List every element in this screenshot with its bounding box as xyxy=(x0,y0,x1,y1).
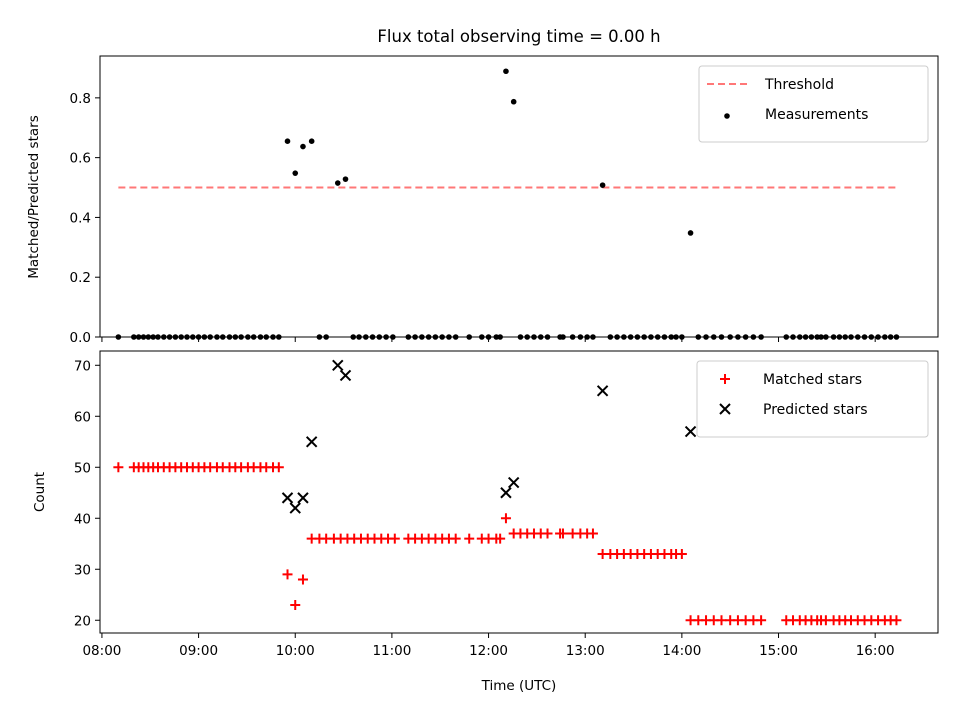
data-point xyxy=(464,533,475,544)
data-point xyxy=(339,369,352,382)
data-point xyxy=(500,513,511,524)
data-point xyxy=(273,462,284,473)
x-tick-label: 08:00 xyxy=(82,643,121,659)
data-point xyxy=(500,487,512,499)
data-point xyxy=(289,502,301,514)
axes-frame xyxy=(99,350,939,634)
data-point xyxy=(495,533,506,544)
y-tick-label: 70 xyxy=(74,358,91,374)
legend-box xyxy=(698,65,929,143)
matched-ratio-panel: 0.0 0.2 0.4 0.6 0.8 Threshold Measurements xyxy=(70,55,939,346)
x-tick-label: 14:00 xyxy=(662,643,701,659)
data-point xyxy=(332,359,344,371)
data-point xyxy=(113,462,124,473)
x-tick-label: 13:00 xyxy=(566,643,605,659)
data-point xyxy=(587,528,598,539)
y-tick-label: 0.4 xyxy=(70,210,91,226)
data-point xyxy=(308,138,315,144)
legend: Matched stars Predicted stars xyxy=(696,360,929,438)
x-tick-label: 09:00 xyxy=(179,643,218,659)
data-point xyxy=(297,574,308,585)
y-tick-label: 40 xyxy=(74,511,91,527)
data-point xyxy=(450,533,461,544)
legend-box xyxy=(696,360,929,438)
x-tick-label: 15:00 xyxy=(759,643,798,659)
data-point xyxy=(507,476,520,489)
bottom-y-axis-label: Count xyxy=(32,472,48,512)
legend: Threshold Measurements xyxy=(698,65,929,143)
x-tick-label: 16:00 xyxy=(856,643,895,659)
data-point xyxy=(716,615,727,626)
data-point xyxy=(292,170,299,176)
top-y-axis-label: Matched/Predicted stars xyxy=(26,115,42,278)
data-point xyxy=(687,230,694,236)
data-point xyxy=(542,528,553,539)
y-tick-label: 50 xyxy=(74,460,91,476)
legend-plus-marker xyxy=(720,374,730,384)
y-tick-label: 30 xyxy=(74,562,91,578)
matched-stars-series xyxy=(113,462,902,626)
x-tick-label: 11:00 xyxy=(372,643,411,659)
chart-title: Flux total observing time = 0.00 h xyxy=(377,27,660,46)
legend-label: Threshold xyxy=(764,77,834,93)
data-point xyxy=(300,143,306,150)
y-tick-label: 0.6 xyxy=(70,151,91,167)
y-tick-label: 60 xyxy=(74,409,91,425)
data-point xyxy=(599,182,606,188)
data-point xyxy=(282,569,293,580)
x-axis-label: Time (UTC) xyxy=(481,678,557,694)
data-point xyxy=(596,385,609,397)
legend-label: Measurements xyxy=(765,107,868,123)
data-point xyxy=(891,615,902,626)
data-point xyxy=(342,176,349,182)
y-tick-label: 0.0 xyxy=(70,330,91,346)
data-point xyxy=(305,436,318,448)
data-point xyxy=(510,98,517,105)
data-point xyxy=(756,615,767,626)
data-point xyxy=(284,138,291,144)
axes-frame xyxy=(99,55,939,338)
data-point xyxy=(503,68,509,75)
legend-x-marker xyxy=(719,403,731,415)
x-tick-label: 10:00 xyxy=(276,643,315,659)
legend-dot-marker xyxy=(724,113,730,119)
data-point xyxy=(334,180,341,186)
data-point xyxy=(297,492,309,504)
data-point xyxy=(290,599,301,610)
data-point xyxy=(557,528,568,539)
legend-label: Matched stars xyxy=(763,372,862,388)
x-tick-label: 12:00 xyxy=(469,643,508,659)
data-point xyxy=(684,425,697,438)
data-point xyxy=(281,492,294,504)
y-tick-label: 0.2 xyxy=(70,270,91,286)
legend-label: Predicted stars xyxy=(763,402,868,418)
y-tick-label: 20 xyxy=(74,613,91,629)
predicted-stars-series xyxy=(281,359,697,514)
y-tick-label: 0.8 xyxy=(70,91,91,107)
data-point xyxy=(389,533,400,544)
measurements-series xyxy=(115,68,900,340)
star-count-panel: 08:00 09:00 10:00 11:00 12:00 13:00 14:00 15:00… xyxy=(74,350,939,659)
data-point xyxy=(676,548,687,559)
